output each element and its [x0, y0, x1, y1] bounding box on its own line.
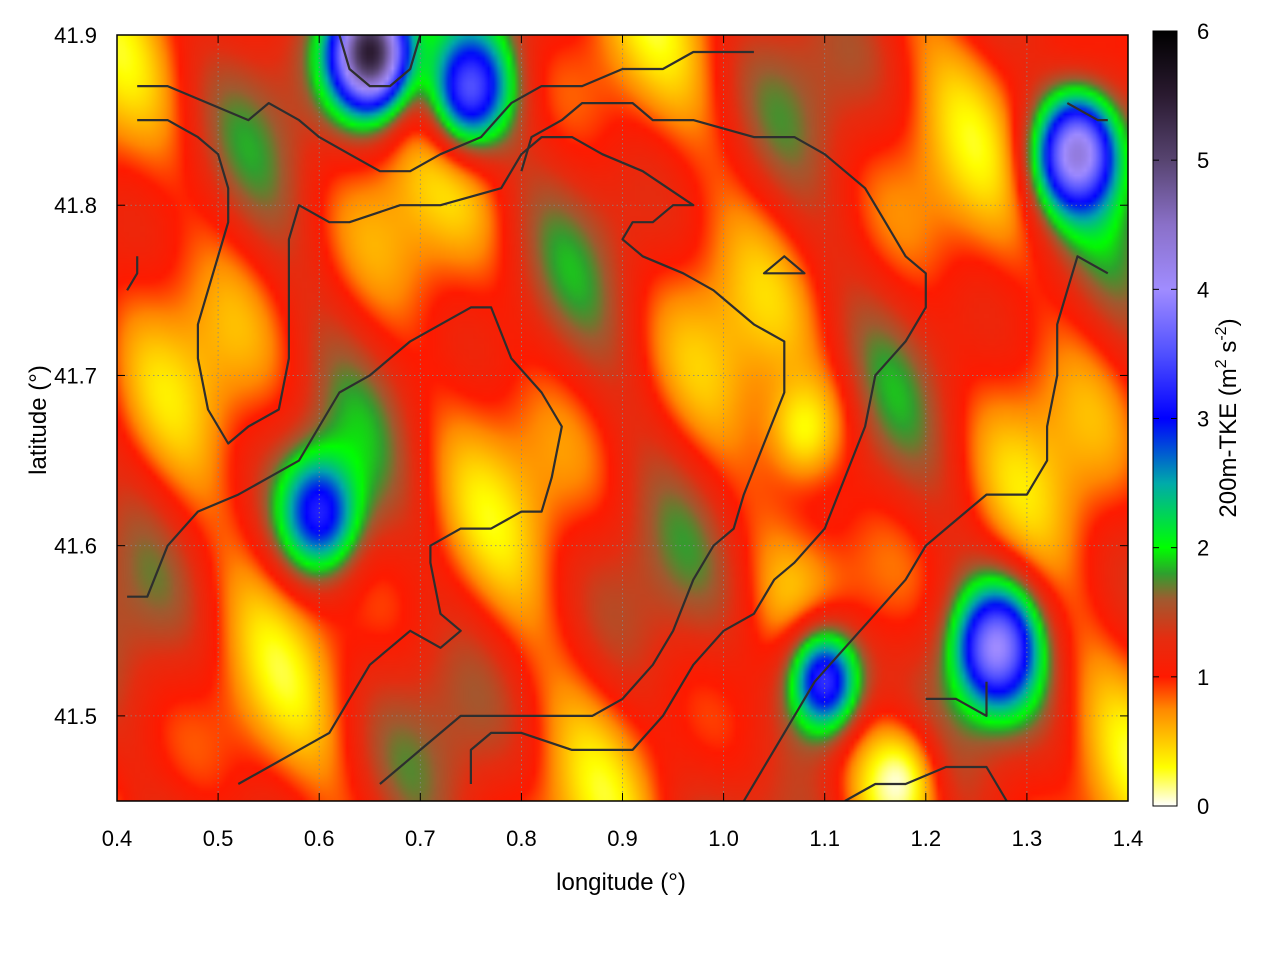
x-tick-label: 0.7: [405, 826, 436, 851]
y-axis-ticks: 41.5 41.6 41.7 41.8 41.9: [54, 23, 1128, 729]
y-tick-label: 41.7: [54, 363, 97, 388]
contours: [126, 35, 1109, 801]
colorbar-tick-label: 1: [1197, 665, 1209, 690]
y-tick-label: 41.9: [54, 23, 97, 48]
colorbar-tick-label: 4: [1197, 277, 1209, 302]
x-tick-label: 1.1: [809, 826, 840, 851]
x-tick-label: 1.2: [911, 826, 942, 851]
plot-area: 0.4 0.5 0.6 0.7 0.8 0.9 1.0 1.1 1.2 1.3 1.4 41.541…: [54, 23, 1143, 851]
y-tick-label: 41.8: [54, 193, 97, 218]
x-tick-label: 1.0: [708, 826, 739, 851]
contour-line: [844, 765, 1008, 801]
contour-line: [338, 35, 422, 88]
colorbar-label: 200m-TKE (m2 s-2): [1213, 318, 1242, 517]
colorbar-tick-label: 5: [1197, 148, 1209, 173]
contour-line: [1066, 102, 1108, 122]
y-tick-label: 41.6: [54, 534, 97, 559]
contour-line: [127, 306, 563, 785]
colorbar-tick-label: 2: [1197, 536, 1209, 561]
colorbar-tick-label: 0: [1197, 794, 1209, 819]
x-axis-ticks: 0.4 0.5 0.6 0.7 0.8 0.9 1.0 1.1 1.2 1.3 1.4: [102, 35, 1144, 851]
y-axis-label: latitude (°): [25, 365, 52, 475]
x-tick-label: 0.8: [506, 826, 537, 851]
colorbar-tick-label: 6: [1197, 19, 1209, 44]
colorbar-ticks: 0 1 2 3 4 5 6: [1153, 19, 1209, 819]
y-tick-label: 41.5: [54, 704, 97, 729]
contour-line: [126, 256, 139, 291]
colorbar-tick-label: 3: [1197, 407, 1209, 432]
x-tick-label: 0.5: [203, 826, 234, 851]
x-tick-label: 0.4: [102, 826, 133, 851]
x-axis-label: longitude (°): [556, 869, 686, 896]
x-tick-label: 1.4: [1113, 826, 1144, 851]
x-tick-label: 0.6: [304, 826, 335, 851]
x-tick-label: 1.3: [1012, 826, 1043, 851]
contour-line: [742, 255, 1109, 801]
colorbar: 0 1 2 3 4 5 6 200m-TKE (m2 s-2): [1152, 19, 1242, 819]
contour-line: [137, 50, 754, 173]
contour-line: [925, 681, 988, 717]
contour-line: [469, 102, 927, 784]
x-tick-label: 0.9: [607, 826, 638, 851]
contour-line: [762, 255, 806, 275]
contour-line: [137, 119, 786, 785]
